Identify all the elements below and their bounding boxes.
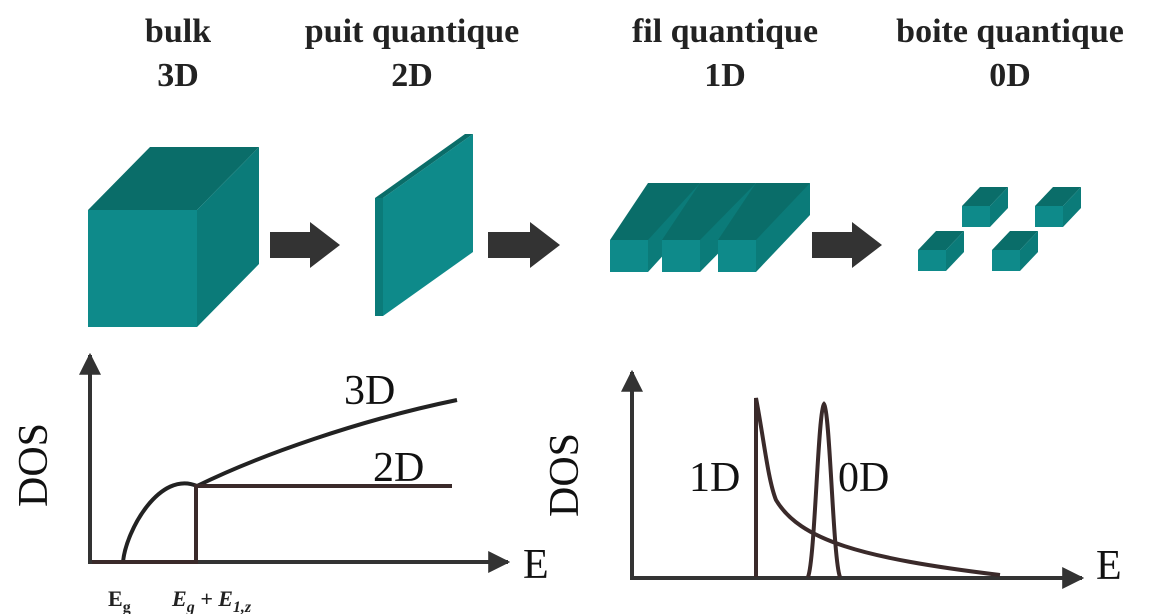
- left-ylabel: DOS: [11, 423, 57, 507]
- header-quantum-well-dim: 2D: [391, 57, 433, 94]
- header-bulk-dim: 3D: [157, 57, 199, 94]
- header-bulk: bulk 3D: [48, 10, 308, 98]
- quantum-dot-3: [918, 231, 964, 271]
- dos-2d-step: [92, 484, 452, 564]
- quantum-wire-3: [718, 183, 810, 272]
- header-quantum-well-name: puit quantique: [304, 13, 520, 50]
- dos-1d-curve: [754, 397, 1001, 577]
- quantum-dot-1: [962, 187, 1008, 227]
- bulk-cube: [88, 147, 259, 327]
- block-arrow-2: [488, 222, 560, 268]
- right-ylabel: DOS: [542, 433, 588, 517]
- left-xlabel: E: [523, 542, 549, 588]
- header-quantum-dot-name: boite quantique: [896, 13, 1124, 50]
- right-xlabel: E: [1096, 543, 1122, 589]
- label-3d: 3D: [344, 368, 395, 414]
- label-1d: 1D: [689, 455, 740, 501]
- quantum-dot-2: [1035, 187, 1081, 227]
- header-bulk-name: bulk: [144, 13, 212, 50]
- header-quantum-well: puit quantique 2D: [282, 10, 542, 98]
- block-arrow-1: [270, 222, 340, 268]
- tick-eg-plus-e1z: Eg + E1,z: [171, 586, 252, 614]
- quantum-well-slab: [375, 134, 473, 316]
- header-quantum-dot: boite quantique 0D: [880, 10, 1140, 98]
- label-2d: 2D: [373, 445, 424, 491]
- block-arrow-3: [812, 222, 882, 268]
- header-quantum-wire-name: fil quantique: [631, 13, 819, 50]
- header-quantum-dot-dim: 0D: [989, 57, 1031, 94]
- header-quantum-wire: fil quantique 1D: [595, 10, 855, 98]
- left-dos-plot: DOS E 3D 2D Eg Eg + E1,z: [11, 352, 549, 614]
- tick-eg: Eg: [108, 586, 131, 614]
- header-quantum-wire-dim: 1D: [704, 57, 746, 94]
- dos-0d-peak: [806, 401, 842, 578]
- label-0d: 0D: [838, 455, 889, 501]
- quantum-dot-4: [992, 231, 1038, 271]
- dos-3d-curve: [121, 398, 458, 563]
- right-dos-plot: DOS E 1D 0D: [542, 369, 1122, 589]
